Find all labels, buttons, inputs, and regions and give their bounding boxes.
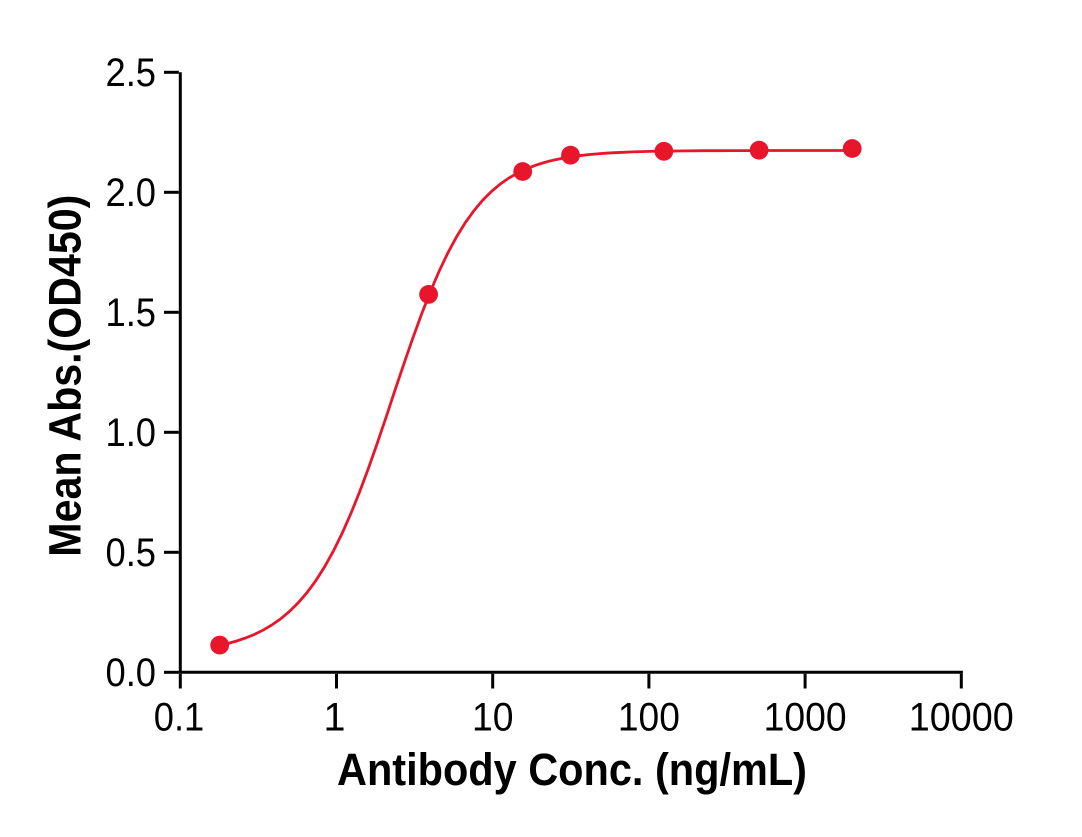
- svg-text:1.0: 1.0: [106, 411, 157, 455]
- svg-text:0.1: 0.1: [154, 695, 205, 739]
- svg-text:1.5: 1.5: [106, 291, 157, 335]
- svg-text:0.0: 0.0: [106, 651, 157, 695]
- svg-text:1000: 1000: [764, 695, 847, 739]
- svg-text:2.0: 2.0: [106, 171, 157, 215]
- svg-text:Antibody Conc. (ng/mL): Antibody Conc. (ng/mL): [337, 744, 807, 795]
- svg-text:10000: 10000: [909, 695, 1014, 739]
- svg-text:0.5: 0.5: [106, 531, 157, 575]
- svg-text:10: 10: [472, 695, 514, 739]
- svg-text:100: 100: [618, 695, 680, 739]
- svg-text:1: 1: [324, 695, 346, 739]
- svg-text:2.5: 2.5: [106, 51, 157, 95]
- svg-text:Mean Abs.(OD450): Mean Abs.(OD450): [40, 195, 91, 557]
